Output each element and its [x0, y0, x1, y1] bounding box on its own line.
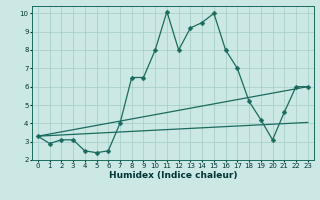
X-axis label: Humidex (Indice chaleur): Humidex (Indice chaleur): [108, 171, 237, 180]
